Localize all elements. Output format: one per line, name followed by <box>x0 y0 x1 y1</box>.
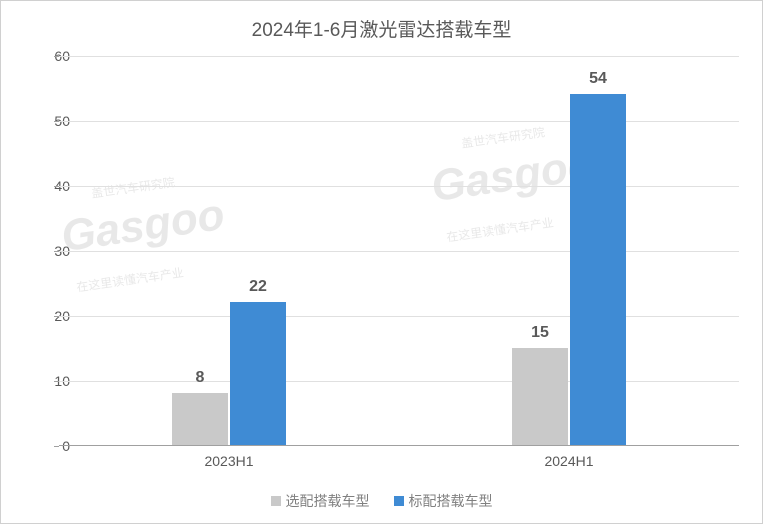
y-tick-mark <box>54 446 59 447</box>
legend-swatch <box>394 496 404 506</box>
bar-value-label: 54 <box>589 70 607 88</box>
x-tick-label: 2024H1 <box>544 453 593 469</box>
bar-value-label: 8 <box>196 369 205 387</box>
legend-text: 选配搭载车型 <box>286 493 370 509</box>
x-tick-label: 2023H1 <box>204 453 253 469</box>
legend: 选配搭载车型 标配搭载车型 <box>1 491 762 511</box>
bar <box>512 348 568 446</box>
legend-item: 选配搭载车型 <box>271 491 370 511</box>
bar <box>570 94 626 445</box>
bar <box>172 393 228 445</box>
bar <box>230 302 286 445</box>
legend-swatch <box>271 496 281 506</box>
plot-area: 8 22 15 54 <box>59 56 739 446</box>
chart-title: 2024年1-6月激光雷达搭载车型 <box>1 1 762 42</box>
chart-container: 2024年1-6月激光雷达搭载车型 Gasgoo 盖世汽车研究院 在这里读懂汽车… <box>0 0 763 524</box>
legend-text: 标配搭载车型 <box>409 493 493 509</box>
legend-item: 标配搭载车型 <box>394 491 493 511</box>
bar-value-label: 22 <box>249 278 267 296</box>
bar-value-label: 15 <box>531 324 549 342</box>
